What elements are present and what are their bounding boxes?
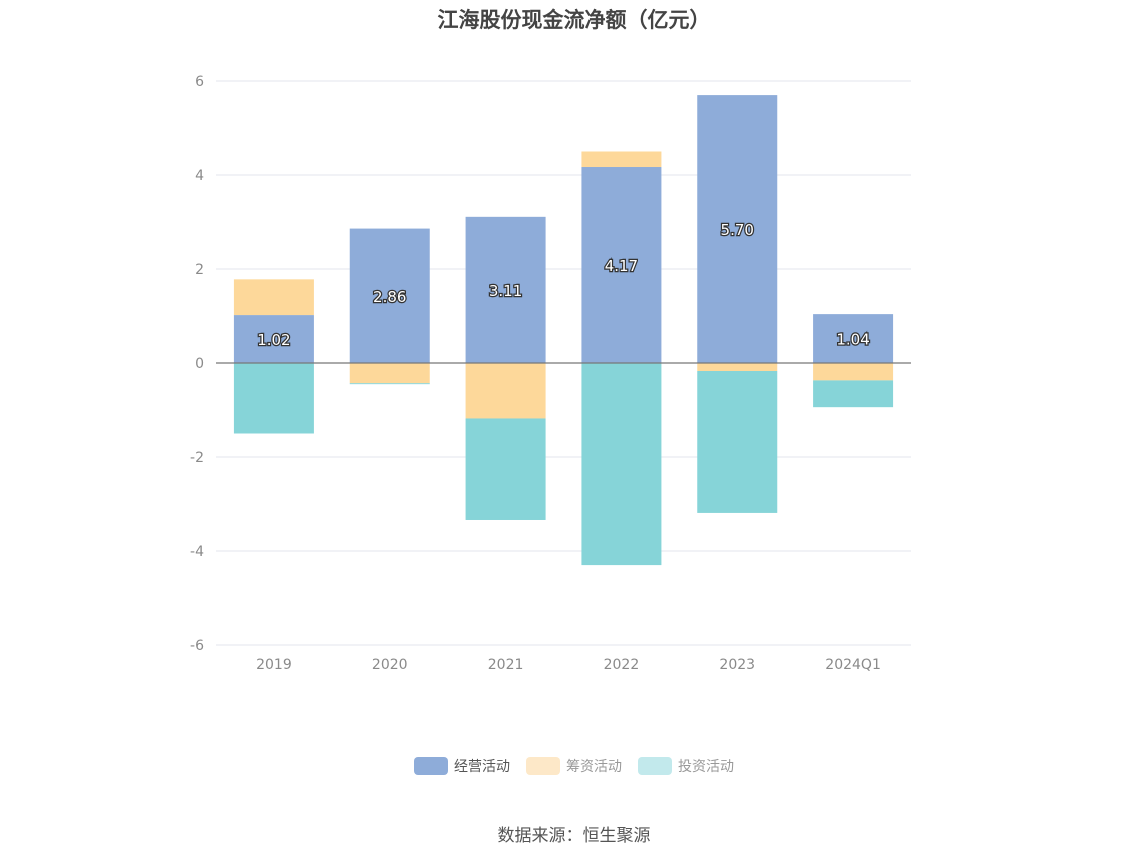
x-tick-label: 2024Q1: [825, 657, 881, 673]
y-tick-label: 2: [195, 262, 204, 278]
bar-series-2-2024Q1[interactable]: [813, 380, 894, 408]
bar-series-2-2021[interactable]: [465, 418, 546, 520]
axis-labels: 6 4 2 0 -2 -4 -6 2019 2020 2021 2022 2023 2024Q1: [190, 74, 881, 673]
bar-series-0-2021[interactable]: [465, 216, 546, 363]
bar-series-0-2022[interactable]: [581, 167, 662, 363]
bar-series-1-2023[interactable]: [697, 363, 778, 371]
x-tick-label: 2023: [719, 657, 755, 673]
bars: [233, 95, 894, 566]
y-tick-label: 6: [195, 74, 204, 90]
bar-series-2-2022[interactable]: [581, 363, 662, 566]
legend-label-operating: 经营活动: [454, 759, 510, 775]
data-label: 3.11: [489, 282, 522, 300]
data-labels: 1.02 2.86 3.11 4.17 5.70 1.04: [256, 220, 871, 350]
legend-label-investing: 投资活动: [678, 759, 734, 775]
bar-series-0-2020[interactable]: [349, 228, 430, 363]
y-tick-label: 4: [195, 168, 204, 184]
data-label: 5.70: [721, 221, 754, 239]
legend-item-financing[interactable]: 筹资活动: [526, 756, 622, 776]
source-note: 数据来源：恒生聚源: [497, 826, 651, 846]
bar-series-0-2019[interactable]: [233, 315, 314, 363]
data-label: 4.17: [605, 257, 638, 275]
x-tick-label: 2021: [488, 657, 524, 673]
y-tick-label: -2: [190, 450, 204, 466]
legend-label-financing: 筹资活动: [566, 759, 622, 775]
x-tick-label: 2020: [372, 657, 408, 673]
y-tick-label: -4: [190, 544, 204, 560]
bar-series-2-2023[interactable]: [697, 370, 778, 513]
bar-series-0-2023[interactable]: [697, 95, 778, 363]
x-tick-label: 2022: [604, 657, 640, 673]
x-tick-label: 2019: [256, 657, 292, 673]
bar-series-2-2020[interactable]: [349, 383, 430, 385]
data-label: 1.02: [257, 331, 290, 349]
legend-item-investing[interactable]: 投资活动: [638, 756, 734, 776]
bar-series-1-2024Q1[interactable]: [813, 363, 894, 381]
bar-series-1-2020[interactable]: [349, 363, 430, 384]
legend: 经营活动 筹资活动 投资活动: [0, 756, 1148, 776]
bar-series-0-2024Q1[interactable]: [813, 314, 894, 363]
bar-series-1-2021[interactable]: [465, 363, 546, 419]
bar-series-1-2019[interactable]: [233, 279, 314, 316]
data-label: 1.04: [836, 331, 869, 349]
chart-title: 江海股份现金流净额（亿元）: [437, 8, 711, 32]
legend-swatch-financing: [526, 757, 560, 775]
bar-series-2-2019[interactable]: [233, 363, 314, 434]
y-tick-label: 0: [195, 356, 204, 372]
y-tick-label: -6: [190, 638, 204, 654]
bar-series-1-2022[interactable]: [581, 151, 662, 168]
data-label: 2.86: [373, 288, 406, 306]
legend-swatch-investing: [638, 757, 672, 775]
stacked-bar-chart: 6 4 2 0 -2 -4 -6 2019 2020 2021 2022 2023 2024Q1 1.0…: [190, 74, 911, 673]
legend-item-operating[interactable]: 经营活动: [414, 756, 510, 776]
legend-swatch-operating: [414, 757, 448, 775]
